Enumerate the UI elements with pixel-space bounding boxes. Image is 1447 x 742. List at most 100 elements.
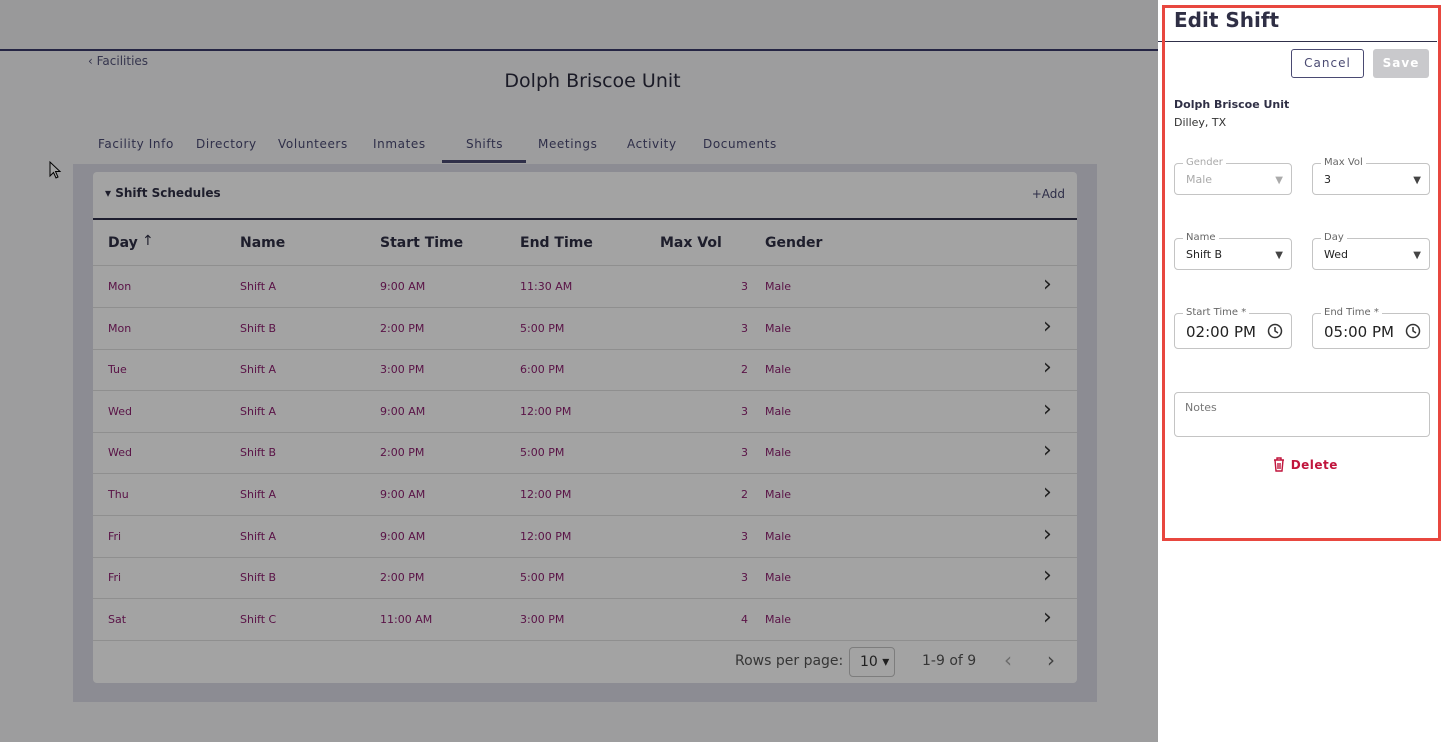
panel-header (93, 172, 1077, 220)
clock-icon[interactable] (1405, 323, 1421, 343)
table-cell: 3 (741, 321, 748, 335)
rows-per-page-value: 10 (860, 654, 878, 670)
drawer-facility: Dolph Briscoe Unit (1174, 98, 1290, 111)
table-cell: 5:00 PM (520, 321, 565, 335)
tab[interactable]: Meetings (538, 137, 598, 151)
table-cell: 3 (741, 529, 748, 543)
table-cell: 3 (741, 280, 748, 293)
table-cell: 4 (741, 612, 748, 626)
row-chevron[interactable]: › (1043, 313, 1052, 339)
table-row[interactable] (93, 391, 1077, 433)
dropdown-arrow: ▼ (1413, 250, 1421, 261)
field-label: End Time * (1321, 307, 1382, 318)
table-cell: Thu (108, 488, 129, 501)
notes-field[interactable]: Notes (1174, 392, 1430, 437)
table-cell: Shift B (240, 446, 277, 460)
panel-title: Shift Schedules (115, 186, 221, 200)
table-cell: 2:00 PM (380, 321, 425, 335)
table-cell: Wed (108, 446, 132, 460)
field-label: Max Vol (1321, 157, 1366, 168)
table-cell: Male (765, 280, 792, 293)
drawer-location: Dilley, TX (1174, 116, 1227, 129)
row-chevron[interactable]: › (1043, 521, 1052, 547)
table-row[interactable] (93, 599, 1077, 641)
top-bar (0, 0, 1158, 51)
delete-button[interactable]: Delete (1272, 456, 1338, 472)
facility-title: Dolph Briscoe Unit (504, 70, 681, 92)
table-cell: Male (765, 612, 792, 626)
tab[interactable]: Facility Info (98, 137, 174, 151)
tab[interactable]: Inmates (373, 137, 426, 151)
field-value: 3 (1324, 173, 1331, 186)
row-chevron[interactable]: › (1043, 604, 1052, 630)
column-header[interactable]: Day (108, 235, 138, 251)
highlight-box (1162, 5, 1441, 541)
active-tab-indicator (442, 160, 526, 163)
panel-toggle[interactable]: ▾ Shift Schedules (105, 186, 221, 200)
table-row[interactable] (93, 308, 1077, 350)
save-button[interactable]: Save (1373, 49, 1429, 78)
field-value: 05:00 PM (1324, 323, 1394, 341)
table-cell: Shift A (240, 280, 277, 293)
table-cell: Male (765, 488, 792, 501)
next-page[interactable]: › (1047, 648, 1055, 672)
column-header: Gender (765, 235, 823, 251)
form-field[interactable]: Day Wed ▼ (1312, 232, 1430, 270)
form-field[interactable]: Name Shift B ▼ (1174, 232, 1292, 270)
table-cell: Shift B (240, 321, 277, 335)
field-value: Shift B (1186, 248, 1223, 261)
column-header: Name (240, 235, 286, 251)
column-header: End Time (520, 235, 593, 251)
table-cell: 5:00 PM (520, 571, 565, 585)
table-cell: Shift C (240, 612, 277, 626)
table-cell: 3 (741, 446, 748, 460)
table-cell: 12:00 PM (520, 404, 572, 418)
prev-page[interactable]: ‹ (1004, 648, 1012, 672)
clock-icon[interactable] (1267, 323, 1283, 343)
form-field[interactable]: End Time * 05:00 PM (1312, 307, 1430, 349)
field-label: Start Time * (1183, 307, 1250, 318)
row-chevron[interactable]: › (1043, 563, 1052, 589)
tab[interactable]: Shifts (466, 137, 504, 151)
table-row[interactable] (93, 557, 1077, 600)
row-chevron[interactable]: › (1043, 480, 1052, 505)
table-cell: 2 (741, 363, 748, 377)
breadcrumb-text[interactable]: Facilities (96, 54, 149, 68)
row-chevron[interactable]: › (1043, 272, 1052, 297)
table-cell: 9:00 AM (380, 280, 426, 293)
cancel-button[interactable]: Cancel (1291, 49, 1364, 78)
form-field[interactable]: Max Vol 3 ▼ (1312, 157, 1430, 195)
table-cell: 2:00 PM (380, 446, 425, 460)
table-cell: 2 (741, 488, 748, 501)
table-cell: Male (765, 321, 792, 335)
tab[interactable]: Directory (196, 137, 257, 151)
sort-icon: ↑ (142, 233, 154, 249)
page-range: 1-9 of 9 (922, 653, 977, 669)
row-chevron[interactable]: › (1043, 396, 1052, 422)
row-chevron[interactable]: › (1043, 355, 1052, 381)
table-cell: Male (765, 404, 792, 418)
table-row[interactable] (93, 432, 1077, 475)
overlay[interactable] (0, 0, 1158, 742)
table-row[interactable] (93, 266, 1077, 308)
dropdown-arrow: ▼ (1275, 175, 1283, 186)
table-cell: Fri (108, 571, 122, 585)
table-cell: Male (765, 363, 792, 377)
column-header: Max Vol (660, 235, 722, 251)
rows-per-page-select[interactable]: 10 ▾ (849, 647, 895, 677)
table-row[interactable] (93, 349, 1077, 392)
table-cell: Mon (108, 280, 132, 293)
tab[interactable]: Activity (627, 137, 677, 151)
tab[interactable]: Documents (703, 137, 777, 151)
table-row[interactable] (93, 516, 1077, 558)
form-field[interactable]: Start Time * 02:00 PM (1174, 307, 1292, 349)
add-button[interactable]: +Add (1031, 187, 1065, 201)
table-cell: 12:00 PM (520, 529, 572, 543)
header-divider (93, 265, 1077, 266)
table-row[interactable] (93, 474, 1077, 516)
row-chevron[interactable]: › (1043, 438, 1052, 464)
trash-icon (1274, 457, 1284, 472)
tab[interactable]: Volunteers (278, 137, 348, 151)
delete-text: Delete (1290, 458, 1338, 472)
breadcrumb[interactable]: ‹ Facilities (88, 54, 149, 68)
